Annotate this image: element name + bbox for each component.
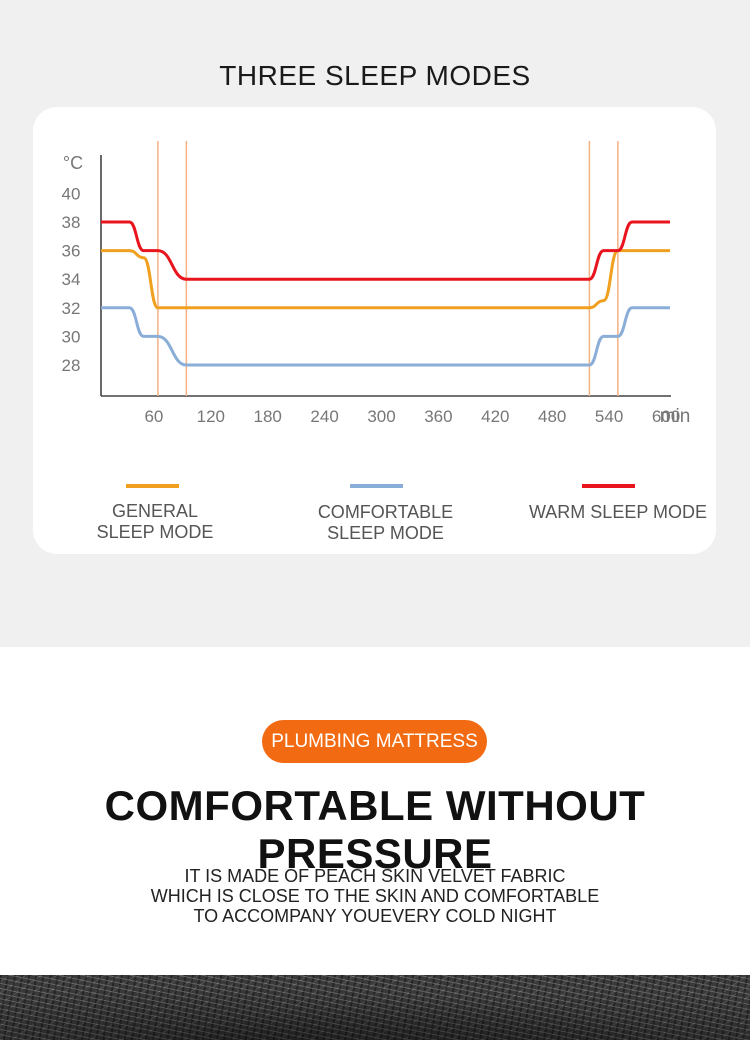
x-tick-label: 120 [197, 407, 225, 426]
x-tick-label: 60 [144, 407, 163, 426]
series-line-comfortable [101, 306, 670, 367]
x-tick-label: 240 [310, 407, 338, 426]
description: IT IS MADE OF PEACH SKIN VELVET FABRIC W… [0, 866, 750, 926]
y-tick-label: 30 [62, 327, 81, 346]
chart-card: 28 30 32 34 36 38 40 °C 60 120 180 240 300 360 420 480 5… [33, 107, 716, 554]
description-line: TO ACCOMPANY YOUEVERY COLD NIGHT [193, 906, 557, 926]
fabric-image [0, 975, 750, 1040]
x-tick-label: 300 [367, 407, 395, 426]
y-tick-label: 32 [62, 299, 81, 318]
legend-label-comfortable: COMFORTABLE SLEEP MODE [317, 502, 454, 543]
legend-label-general: GENERAL SLEEP MODE [96, 501, 214, 542]
y-axis-unit-label: °C [63, 153, 83, 173]
headline: COMFORTABLE WITHOUT PRESSURE [104, 782, 646, 877]
x-tick-label: 420 [481, 407, 509, 426]
x-tick-label: 360 [424, 407, 452, 426]
legend-swatch-warm [582, 484, 635, 488]
temperature-chart: 28 30 32 34 36 38 40 °C 60 120 180 240 300 360 420 480 5… [62, 141, 691, 488]
series-line-general [101, 249, 670, 310]
chart-title: THREE SLEEP MODES [219, 60, 531, 91]
x-tick-label: 180 [254, 407, 282, 426]
x-axis-unit-label: min [660, 406, 691, 427]
series-line-warm [101, 220, 670, 281]
y-tick-label: 40 [62, 184, 81, 203]
x-tick-label: 480 [538, 407, 566, 426]
category-badge: PLUMBING MATTRESS [262, 720, 487, 763]
x-tick-label: 600 [652, 407, 680, 426]
y-tick-label: 28 [62, 356, 81, 375]
legend-label-warm: WARM SLEEP MODE [528, 502, 708, 522]
y-tick-label: 34 [62, 270, 81, 289]
y-tick-label: 36 [62, 242, 81, 261]
legend-swatch-general [126, 484, 179, 488]
description-line: WHICH IS CLOSE TO THE SKIN AND COMFORTAB… [150, 886, 600, 906]
y-tick-label: 38 [62, 213, 81, 232]
description-line: IT IS MADE OF PEACH SKIN VELVET FABRIC [184, 866, 566, 886]
x-tick-label: 540 [595, 407, 623, 426]
legend-swatch-comfortable [350, 484, 403, 488]
